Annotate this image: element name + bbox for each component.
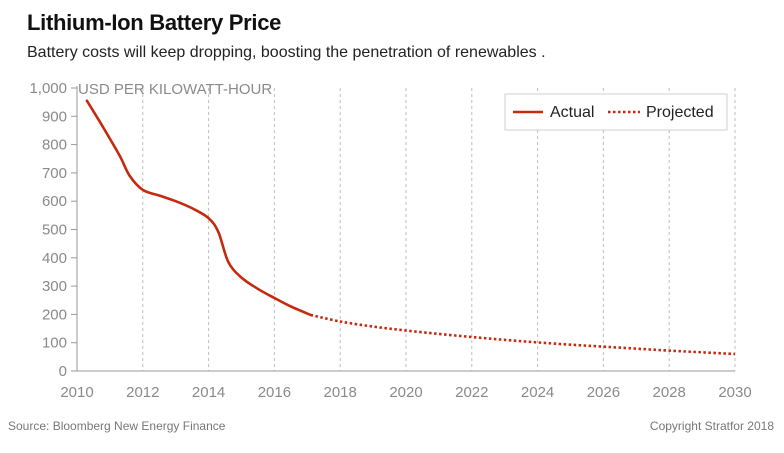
y-tick-label: 700 xyxy=(42,165,67,182)
copyright-note: Copyright Stratfor 2018 xyxy=(649,419,774,433)
x-tick-label: 2026 xyxy=(587,384,620,401)
y-tick-label: 900 xyxy=(42,108,67,125)
legend-label-projected: Projected xyxy=(646,104,714,121)
series-lines xyxy=(85,99,736,356)
y-tick-label: 0 xyxy=(59,363,67,380)
x-tick-label: 2016 xyxy=(258,384,291,401)
legend: Actual Projected xyxy=(504,93,728,131)
series-line-actual xyxy=(85,99,312,317)
x-tick-label: 2022 xyxy=(455,384,488,401)
x-tick-label: 2010 xyxy=(60,384,93,401)
grid-lines xyxy=(142,88,736,371)
y-tick-label: 600 xyxy=(42,193,67,210)
y-tick-label: 200 xyxy=(42,306,67,323)
tick-labels: 0 100 200 300 400 500 600 700 800 900 1,000 2010 201… xyxy=(29,80,751,401)
series-line-projected xyxy=(310,313,736,356)
legend-label-actual: Actual xyxy=(550,104,594,121)
y-tick-label: 800 xyxy=(42,137,67,154)
x-tick-label: 2018 xyxy=(324,384,357,401)
y-tick-label: 500 xyxy=(42,222,67,239)
source-note: Source: Bloomberg New Energy Finance xyxy=(8,419,226,433)
x-tick-label: 2012 xyxy=(126,384,159,401)
y-tick-label: 300 xyxy=(42,278,67,295)
y-tick-label: 100 xyxy=(42,335,67,352)
x-tick-label: 2024 xyxy=(521,384,554,401)
x-tick-label: 2020 xyxy=(389,384,422,401)
chart-title: Lithium-Ion Battery Price xyxy=(27,10,282,35)
chart-subtitle: Battery costs will keep dropping, boosti… xyxy=(27,44,546,61)
axes xyxy=(71,86,735,372)
x-tick-label: 2030 xyxy=(718,384,751,401)
x-tick-label: 2028 xyxy=(653,384,686,401)
x-tick-label: 2014 xyxy=(192,384,225,401)
y-axis-label: USD PER KILOWATT-HOUR xyxy=(78,81,272,98)
y-tick-label: 400 xyxy=(42,250,67,267)
y-tick-label: 1,000 xyxy=(29,80,67,97)
